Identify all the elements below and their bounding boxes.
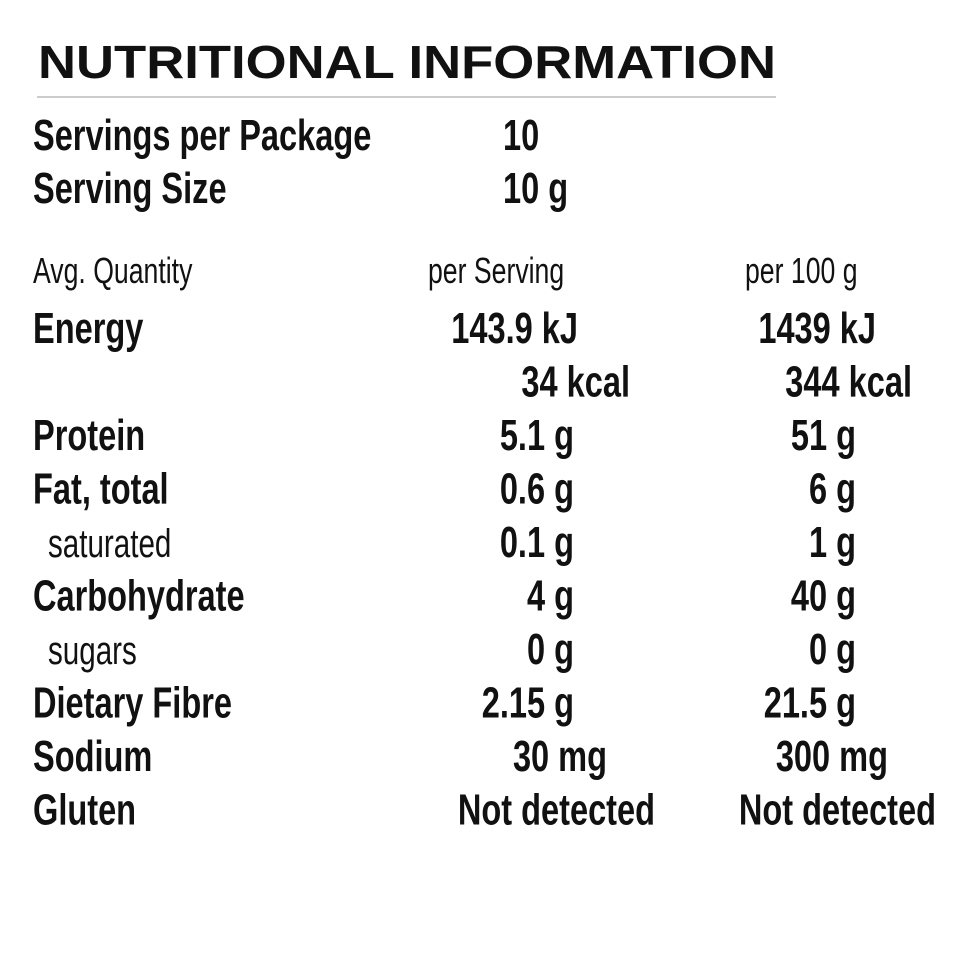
sub-nutrient-name: sugars <box>48 629 137 673</box>
serving-value: 10 <box>503 111 539 160</box>
per-100g-value: 344 kcal <box>785 358 912 407</box>
per-100g-value: 51 g <box>791 411 856 460</box>
nutrient-name: Sodium <box>33 732 152 781</box>
serving-label: Serving Size <box>33 164 227 213</box>
serving-value: 10 g <box>503 164 568 213</box>
nutrient-name: Carbohydrate <box>33 572 245 621</box>
per-serving-value: 143.9 kJ <box>451 304 578 353</box>
per-100g-value: 40 g <box>791 572 856 621</box>
nutrient-name: Dietary Fibre <box>33 679 232 728</box>
per-100g-value: 1439 kJ <box>758 304 876 353</box>
per-serving-value: 0.1 g <box>500 518 574 567</box>
per-100g-value: 21.5 g <box>764 679 856 728</box>
per-100g-value: 300 mg <box>776 732 888 781</box>
per-serving-value: 34 kcal <box>521 358 630 407</box>
column-header: per Serving <box>428 250 564 291</box>
nutrient-name: Protein <box>33 411 145 460</box>
nutrient-name: Fat, total <box>33 465 169 514</box>
per-100g-value: 1 g <box>809 518 856 567</box>
per-100g-value: 0 g <box>809 625 856 674</box>
per-serving-value: 4 g <box>527 572 574 621</box>
sub-nutrient-name: saturated <box>48 522 171 566</box>
per-serving-value: 5.1 g <box>500 411 574 460</box>
nutrient-name: Gluten <box>33 786 136 835</box>
nutrient-name: Energy <box>33 304 144 353</box>
per-serving-value: 0 g <box>527 625 574 674</box>
per-100g-value: 6 g <box>809 465 856 514</box>
title: NUTRITIONAL INFORMATION <box>38 36 776 88</box>
column-header: Avg. Quantity <box>33 250 193 291</box>
serving-label: Servings per Package <box>33 111 371 160</box>
per-serving-value: 0.6 g <box>500 465 574 514</box>
per-100g-value: Not detected <box>739 786 936 835</box>
per-serving-value: 2.15 g <box>482 679 574 728</box>
per-serving-value: Not detected <box>458 786 655 835</box>
column-header: per 100 g <box>745 250 858 291</box>
per-serving-value: 30 mg <box>513 732 607 781</box>
